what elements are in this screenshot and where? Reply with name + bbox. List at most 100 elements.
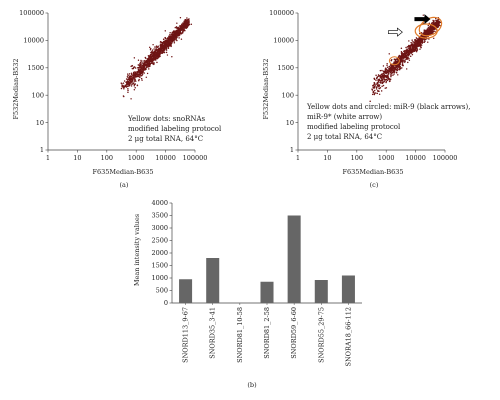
x-tick-label: 100 [351,154,363,162]
data-point [128,73,131,75]
data-point [395,58,397,61]
data-point [126,83,128,85]
data-point [127,82,130,84]
data-point [131,74,134,76]
data-point [178,30,181,32]
data-point [393,69,395,71]
data-point [141,79,143,81]
category-label: SNORD81_2-58 [263,307,271,359]
caption-b: (b) [247,381,257,389]
data-point [127,91,129,94]
data-point [381,82,383,84]
data-point [393,67,396,70]
data-point [162,49,164,51]
data-point [381,85,383,87]
data-point [133,85,136,87]
data-point [131,65,134,67]
data-point [405,46,407,49]
data-point [430,23,433,25]
data-point [424,36,427,38]
data-point [383,79,386,81]
y-tick-label: 3500 [151,212,168,220]
data-point [132,76,134,78]
data-point [134,67,137,69]
bar [314,280,328,303]
data-point [389,78,392,80]
data-point [414,49,416,52]
data-point [133,82,135,84]
data-point [143,67,146,69]
data-point [426,31,428,34]
data-point [428,38,430,40]
data-point [173,42,176,44]
data-point [138,74,141,76]
data-point [428,30,430,32]
data-point [373,77,376,80]
data-point [406,46,409,48]
data-point [436,24,439,27]
data-point [141,65,143,67]
data-point [391,65,394,67]
data-point [144,59,146,62]
data-point [180,23,183,25]
data-point [379,74,381,77]
scatter-plot-a: 1 10 100 1000 10000 100000 1 10 100 1500 10000 1000… [12,9,222,189]
x-axis-label-c: F635Median-B635 [342,168,403,176]
data-point [377,75,379,78]
data-point [132,83,134,85]
data-point [168,35,171,38]
data-point [160,51,162,54]
data-point [377,79,379,81]
data-point [403,49,406,52]
data-point [153,54,155,56]
data-point [437,20,440,23]
data-point [411,51,414,53]
data-point [405,68,408,70]
y-tick-label: 1500 [277,64,294,72]
data-point [422,35,425,38]
x-tick-label: 10 [73,154,81,162]
data-point [380,90,383,92]
data-point [373,82,376,84]
data-point [418,43,421,46]
data-point [404,56,406,59]
data-point [146,61,148,63]
data-point [168,41,170,43]
x-tick-label: 100 [101,154,113,162]
data-point [386,64,388,67]
data-point [427,24,430,27]
data-point [161,46,164,49]
data-point [412,46,414,49]
data-point [432,29,435,31]
data-point [125,78,128,80]
data-point [384,87,387,89]
data-point [376,92,379,95]
data-point [386,63,388,65]
data-point [162,50,165,53]
y-tick-label: 10 [36,119,44,127]
bar [179,279,193,303]
data-point [375,83,377,86]
data-point [163,43,166,45]
data-point [400,47,403,49]
data-point [405,57,408,60]
category-label: SNORD113_9-67 [182,307,190,363]
data-point [397,65,400,68]
data-point [184,21,186,24]
data-point [150,51,152,54]
data-point [149,54,151,56]
data-point [385,87,388,89]
data-point [130,72,133,75]
data-point [379,76,382,79]
data-point [408,52,410,54]
data-point [411,53,414,56]
black-arrow-mir9 [414,14,431,25]
axes-a [47,13,195,151]
ticks-a: 1 10 100 1000 10000 100000 1 10 100 1500 10000 1000… [19,9,207,162]
x-tick-label: 10000 [405,154,426,162]
data-point [401,64,404,66]
data-point [121,85,124,88]
data-point [373,86,376,88]
data-point [414,39,417,42]
data-point [429,29,432,32]
